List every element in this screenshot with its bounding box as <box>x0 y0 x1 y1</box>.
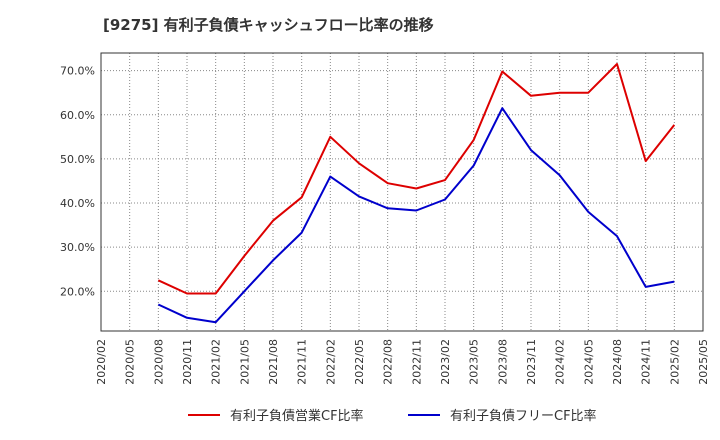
x-tick-label: 2020/11 <box>181 339 194 385</box>
y-tick-label: 70.0% <box>60 65 95 78</box>
chart-title: [9275] 有利子負債キャッシュフロー比率の推移 <box>103 16 434 34</box>
x-tick-label: 2023/08 <box>496 339 509 385</box>
x-tick-label: 2021/05 <box>238 339 251 385</box>
y-tick-label: 30.0% <box>60 241 95 254</box>
y-tick-label: 60.0% <box>60 109 95 122</box>
x-tick-label: 2022/02 <box>324 339 337 385</box>
plot-frame <box>100 52 704 332</box>
y-tick-label: 40.0% <box>60 197 95 210</box>
y-tick-label: 20.0% <box>60 285 95 298</box>
x-tick-label: 2020/02 <box>95 339 108 385</box>
legend-label-2: 有利子負債フリーCF比率 <box>450 408 597 424</box>
axis-layer: 20.0% 30.0% 40.0% 50.0% 60.0% 70.0% 2020/02 202… <box>60 52 710 385</box>
legend: 有利子負債営業CF比率 有利子負債フリーCF比率 <box>188 408 597 424</box>
x-tick-label: 2024/11 <box>640 339 653 385</box>
x-tick-label: 2021/02 <box>210 339 223 385</box>
x-tick-label: 2021/08 <box>267 339 280 385</box>
y-tick-label: 50.0% <box>60 153 95 166</box>
series-line-1 <box>157 63 676 295</box>
x-tick-label: 2022/11 <box>410 339 423 385</box>
x-tick-label: 2020/05 <box>124 339 137 385</box>
series-layer <box>157 63 676 324</box>
series-line-2 <box>157 107 675 324</box>
legend-label-1: 有利子負債営業CF比率 <box>230 408 364 424</box>
x-tick-label: 2023/05 <box>468 339 481 385</box>
x-tick-label: 2023/02 <box>439 339 452 385</box>
x-tick-label: 2022/05 <box>353 339 366 385</box>
x-tick-label: 2020/08 <box>152 339 165 385</box>
x-tick-label: 2022/08 <box>382 339 395 385</box>
x-tick-label: 2024/05 <box>582 339 595 385</box>
x-tick-label: 2021/11 <box>296 339 309 385</box>
x-tick-label: 2024/02 <box>554 339 567 385</box>
x-tick-label: 2025/05 <box>697 339 710 385</box>
grid-layer <box>100 53 704 331</box>
x-tick-label: 2024/08 <box>611 339 624 385</box>
x-tick-label: 2025/02 <box>668 339 681 385</box>
x-tick-label: 2023/11 <box>525 339 538 385</box>
